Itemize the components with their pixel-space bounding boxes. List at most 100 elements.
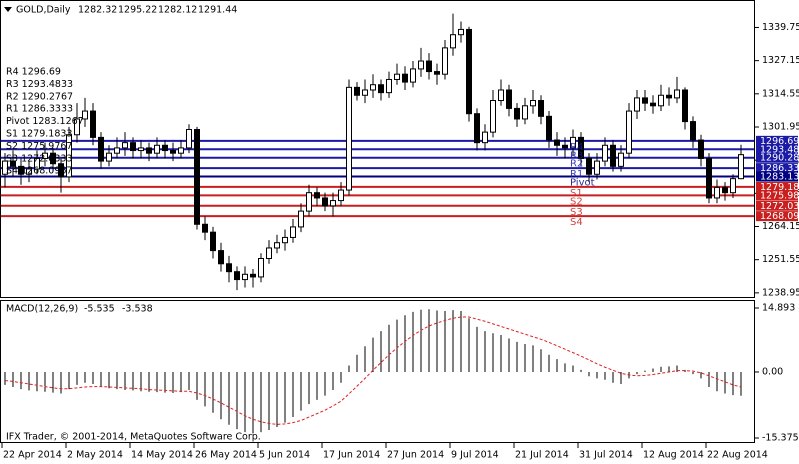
- level-name: R1: [570, 169, 583, 180]
- candle-body: [442, 47, 448, 75]
- price-layer: [1, 13, 754, 291]
- level-price-box: [756, 200, 798, 211]
- candle-body: [362, 89, 368, 96]
- candle-body: [306, 192, 312, 212]
- candle-body: [482, 131, 488, 144]
- candle-body: [610, 144, 616, 167]
- level-text: S1 1279.1833: [6, 129, 72, 140]
- candle-body: [82, 110, 88, 120]
- candle-body: [330, 200, 336, 207]
- candle-body: [466, 28, 472, 115]
- candle-body: [586, 157, 592, 175]
- x-tick-label: 5 Jun 2014: [259, 450, 310, 461]
- candle-body: [498, 89, 504, 102]
- candle-body: [658, 94, 664, 107]
- level-text: Pivot 1283.1267: [6, 116, 84, 127]
- y-tick-label: 1251.55: [762, 254, 799, 265]
- y-tick-label: 1314.55: [762, 88, 799, 99]
- signal-line: [4, 316, 742, 425]
- x-tick-label: 2 May 2014: [67, 450, 123, 461]
- candle-body: [258, 258, 264, 278]
- y-tick-label: 1327.15: [762, 55, 799, 66]
- candle-body: [690, 121, 696, 141]
- candle-body: [10, 160, 16, 167]
- menu-arrow[interactable]: [4, 7, 12, 12]
- level-price-label: 1283.13: [760, 172, 799, 183]
- candle-body: [58, 163, 64, 178]
- candle-body: [386, 78, 392, 94]
- candle-body: [322, 197, 328, 207]
- candle-body: [618, 152, 624, 167]
- candle-body: [698, 139, 704, 159]
- y-tick-label: 1301.95: [762, 121, 799, 132]
- level-price-label: 1293.48: [760, 144, 799, 155]
- candle-body: [490, 100, 496, 133]
- x-tick-label: 14 May 2014: [131, 450, 193, 461]
- candle-body: [546, 115, 552, 141]
- candle-body: [346, 86, 352, 191]
- candle-body: [426, 60, 432, 73]
- candle-body: [474, 113, 480, 144]
- signal-value: -3.538: [122, 304, 153, 315]
- candle-body: [18, 165, 24, 175]
- candle-body: [74, 118, 80, 136]
- candle-body: [738, 154, 744, 180]
- candle-body: [290, 226, 296, 238]
- candle-body: [522, 105, 528, 120]
- level-price-box: [756, 152, 798, 163]
- candle-body: [418, 60, 424, 70]
- level-price-box: [756, 171, 798, 182]
- candle-body: [106, 152, 112, 162]
- level-price-label: 1279.18: [760, 182, 799, 193]
- candle-body: [90, 110, 96, 138]
- candle-body: [626, 110, 632, 154]
- x-tick-label: 21 Jul 2014: [515, 450, 569, 461]
- candle-body: [138, 147, 144, 152]
- x-tick-label: 12 Aug 2014: [643, 450, 704, 461]
- candle-body: [122, 142, 128, 149]
- level-text: R1 1286.3333: [6, 104, 73, 115]
- candle-body: [594, 160, 600, 175]
- candle-body: [226, 263, 232, 273]
- level-name: S1: [570, 188, 583, 199]
- macd-value: -5.535: [84, 304, 115, 315]
- candle-body: [114, 147, 120, 154]
- candle-body: [282, 236, 288, 244]
- level-text: S3 1272.0333: [6, 153, 72, 164]
- candle-body: [2, 160, 8, 175]
- level-name: S2: [570, 196, 583, 207]
- level-text: R3 1293.4833: [6, 79, 73, 90]
- level-text: S2 1275.9767: [6, 141, 72, 152]
- level-name: R3: [570, 150, 583, 161]
- candle-body: [506, 89, 512, 109]
- candle-body: [274, 242, 280, 249]
- level-price-box: [756, 144, 798, 155]
- level-price-label: 1268.09: [760, 211, 799, 222]
- candle-body: [314, 192, 320, 199]
- candle-body: [674, 89, 680, 99]
- x-tick-label: 26 May 2014: [195, 450, 257, 461]
- candle-body: [666, 94, 672, 99]
- candle-body: [370, 84, 376, 91]
- candle-body: [98, 136, 104, 162]
- candle-body: [450, 34, 456, 49]
- level-price-label: 1290.28: [760, 153, 799, 164]
- candle-body: [378, 84, 384, 94]
- x-tick-label: 17 Jun 2014: [323, 450, 380, 461]
- candle-body: [130, 142, 136, 152]
- level-price-box: [756, 135, 798, 146]
- candle-body: [394, 73, 400, 80]
- level-price-label: 1286.33: [760, 163, 799, 174]
- candle-body: [730, 178, 736, 194]
- candle-body: [682, 89, 688, 123]
- candle-body: [706, 157, 712, 199]
- symbol: GOLD,Daily: [16, 5, 71, 16]
- level-name: Pivot: [570, 178, 595, 189]
- level-price-box: [756, 211, 798, 222]
- candle-body: [202, 223, 208, 233]
- candle-body: [434, 71, 440, 75]
- level-price-label: 1272.03: [760, 201, 799, 212]
- candle-body: [186, 128, 192, 149]
- candle-body: [562, 144, 568, 149]
